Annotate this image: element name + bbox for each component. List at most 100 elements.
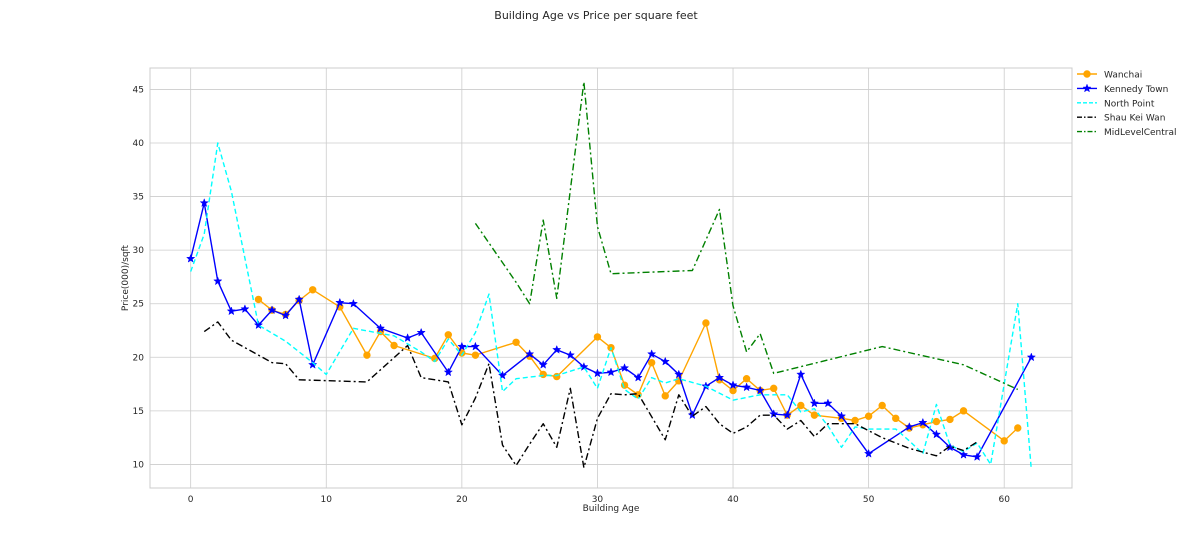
legend-label: Shau Kei Wan (1104, 114, 1165, 124)
y-tick-label: 30 (133, 246, 145, 256)
legend-label: Wanchai (1104, 71, 1142, 81)
data-point-kennedy-town (226, 306, 237, 316)
y-tick-label: 40 (133, 139, 145, 149)
data-point-wanchai (702, 319, 710, 327)
data-point-wanchai (390, 341, 398, 350)
data-point-wanchai (892, 414, 900, 423)
data-point-kennedy-town (782, 410, 792, 420)
data-point-wanchai (1014, 424, 1022, 432)
data-point-kennedy-town (538, 359, 548, 369)
data-point-kennedy-town (904, 422, 914, 431)
data-point-wanchai (444, 331, 452, 339)
data-point-wanchai (661, 392, 669, 400)
series-midlevelcentral (474, 81, 1019, 391)
data-point-kennedy-town (294, 294, 304, 304)
series-line-shau-kei-wan (203, 321, 978, 469)
data-point-kennedy-town (972, 452, 982, 461)
data-point-kennedy-town (375, 323, 386, 333)
data-point-wanchai (878, 401, 886, 410)
data-point-wanchai (797, 401, 805, 410)
data-point-wanchai (932, 417, 941, 426)
data-point-wanchai (512, 338, 520, 346)
data-point-kennedy-town (809, 398, 820, 408)
data-point-kennedy-town (918, 417, 928, 427)
data-point-wanchai (810, 411, 819, 419)
data-point-kennedy-town (823, 398, 833, 408)
x-tick-label: 30 (592, 495, 604, 505)
legend-label: Kennedy Town (1104, 85, 1168, 95)
legend-item-midlevelcentral: MidLevelCentral (1077, 128, 1177, 138)
chart-title: Building Age vs Price per square feet (494, 9, 698, 22)
x-tick-label: 60 (998, 495, 1010, 505)
data-point-kennedy-town (606, 367, 616, 377)
data-point-kennedy-town (660, 356, 670, 366)
x-tick-label: 0 (188, 495, 194, 505)
y-axis-label: Price(000)/sqft (121, 244, 131, 311)
data-point-wanchai (647, 358, 656, 367)
y-tick-label: 10 (133, 460, 145, 470)
series-line-midlevelcentral (474, 81, 1019, 391)
data-point-kennedy-town (199, 198, 209, 207)
data-point-kennedy-town (958, 449, 969, 459)
data-point-wanchai (770, 384, 778, 393)
data-point-wanchai (309, 286, 317, 294)
data-point-wanchai (742, 375, 751, 383)
data-point-wanchai (946, 415, 954, 424)
data-point-kennedy-town (565, 350, 576, 360)
series-shau-kei-wan (203, 321, 978, 469)
grid (150, 68, 1072, 488)
series-line-north-point (190, 142, 1033, 470)
data-point-kennedy-town (470, 341, 481, 351)
series-line-wanchai (258, 289, 1019, 442)
series-north-point (190, 142, 1033, 470)
data-point-wanchai (363, 351, 371, 359)
data-point-kennedy-town (755, 385, 765, 395)
legend-item-wanchai: Wanchai (1077, 70, 1142, 81)
data-point-kennedy-town (416, 327, 426, 337)
y-tick-label: 35 (133, 193, 144, 203)
data-point-wanchai (729, 386, 737, 395)
data-point-kennedy-town (647, 349, 657, 359)
data-point-kennedy-town (714, 372, 725, 382)
legend-item-kennedy-town: Kennedy Town (1077, 83, 1168, 95)
data-point-kennedy-town (240, 304, 250, 314)
x-tick-label: 10 (321, 495, 333, 505)
series-group (185, 81, 1037, 470)
y-tick-label: 25 (133, 300, 144, 310)
data-point-kennedy-town (863, 448, 874, 458)
data-point-kennedy-town (267, 305, 277, 315)
y-tick-label: 15 (133, 407, 144, 417)
x-tick-label: 20 (456, 495, 468, 505)
x-tick-label: 40 (727, 495, 739, 505)
legend-marker (1083, 70, 1091, 78)
x-tick-label: 50 (863, 495, 875, 505)
data-point-kennedy-town (213, 276, 223, 286)
axis-ticks: 0 10 20 30 40 50 60 10 15 20 25 30 35 40 45 (133, 85, 1011, 505)
data-point-wanchai (539, 370, 547, 379)
series-line-kennedy-town (189, 202, 1032, 458)
y-tick-label: 45 (133, 85, 144, 95)
data-point-kennedy-town (592, 368, 603, 378)
data-point-kennedy-town (796, 369, 806, 379)
data-point-kennedy-town (457, 341, 467, 351)
data-point-kennedy-town (308, 359, 318, 369)
data-point-kennedy-town (633, 372, 643, 382)
data-point-wanchai (851, 416, 859, 425)
x-axis-label: Building Age (583, 504, 640, 514)
data-point-wanchai (254, 295, 263, 304)
data-point-kennedy-town (674, 369, 684, 379)
legend-item-shau-kei-wan: Shau Kei Wan (1077, 114, 1165, 124)
data-point-kennedy-town (552, 344, 562, 354)
data-point-kennedy-town (836, 411, 847, 421)
legend-label: MidLevelCentral (1104, 128, 1177, 138)
y-tick-label: 20 (133, 353, 145, 363)
legend: Wanchai Kennedy Town North Point Shau Kei W… (1077, 70, 1177, 138)
data-point-kennedy-town (402, 333, 413, 342)
data-point-kennedy-town (348, 298, 359, 308)
plot-area (149, 67, 1073, 489)
data-point-wanchai (1000, 437, 1008, 445)
data-point-kennedy-town (185, 253, 196, 263)
legend-marker (1082, 83, 1092, 93)
data-point-kennedy-town (741, 382, 752, 392)
